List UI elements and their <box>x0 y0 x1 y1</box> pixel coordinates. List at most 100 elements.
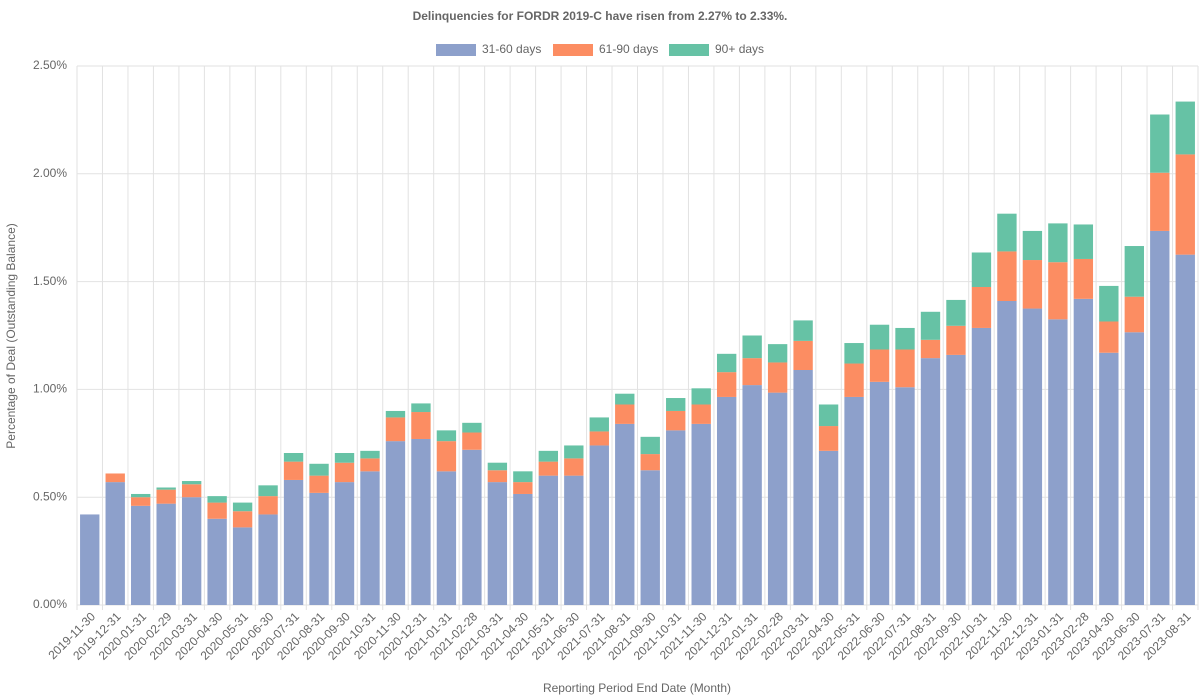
bar-segment <box>946 299 966 326</box>
bar-segment <box>131 493 151 498</box>
bar-segment <box>385 441 406 605</box>
y-tick-label: 2.50% <box>33 58 67 72</box>
bar-segment <box>895 387 915 605</box>
bar-segment <box>971 252 992 287</box>
bar-segment <box>80 514 100 605</box>
bar-segment <box>793 320 813 341</box>
bar-segment <box>309 492 329 605</box>
bar-segment <box>309 463 329 476</box>
bar-segment <box>895 327 915 350</box>
legend-swatch <box>553 44 593 56</box>
y-tick-label: 0.00% <box>33 597 67 611</box>
bar-segment <box>869 349 890 382</box>
bar-segment <box>1022 230 1043 261</box>
bar-segment <box>105 482 125 605</box>
bar-segment <box>1099 285 1119 322</box>
bar-segment <box>920 358 941 605</box>
bar-segment <box>997 251 1017 302</box>
bar-segment <box>971 286 992 328</box>
legend-swatch <box>669 44 709 56</box>
bar-segment <box>589 445 609 605</box>
chart-title: Delinquencies for FORDR 2019-C have rise… <box>413 9 788 23</box>
bar-segment <box>1073 298 1094 605</box>
bar-segment <box>513 471 533 483</box>
bar-segment <box>742 358 762 386</box>
bar-segment <box>232 527 253 605</box>
bar-segment <box>869 381 890 605</box>
bar-segment <box>334 453 355 463</box>
bar-segment <box>436 430 457 442</box>
bar-segment <box>716 372 737 397</box>
legend-label: 90+ days <box>715 42 764 56</box>
bar-segment <box>691 423 711 605</box>
bar-segment <box>564 475 584 605</box>
bar-segment <box>436 441 457 472</box>
x-axis-title: Reporting Period End Date (Month) <box>543 681 731 695</box>
bar-segment <box>181 484 202 498</box>
bar-segment <box>131 497 151 506</box>
bar-segment <box>793 340 813 370</box>
bar-segment <box>385 417 406 442</box>
bar-segment <box>487 462 508 471</box>
bar-segment <box>666 410 686 431</box>
bar-segment <box>997 301 1017 605</box>
bar-segment <box>564 445 584 459</box>
bar-segment <box>207 502 227 519</box>
bar-segment <box>131 505 151 605</box>
bar-segment <box>1048 262 1068 320</box>
y-tick-label: 0.50% <box>33 489 67 503</box>
bar-segment <box>946 354 966 605</box>
bar-segment <box>716 353 737 373</box>
bar-segment <box>640 454 660 471</box>
bar-segment <box>207 496 227 503</box>
bar-segment <box>640 436 660 455</box>
bar-segment <box>411 412 431 439</box>
bar-segment <box>1124 246 1144 297</box>
bar-segment <box>1150 172 1170 231</box>
bar-segment <box>793 369 813 605</box>
bar-segment <box>1150 230 1170 605</box>
bar-segment <box>920 311 941 340</box>
bar-segment <box>666 398 686 411</box>
bar-segment <box>1073 224 1094 259</box>
y-axis-title: Percentage of Deal (Outstanding Balance) <box>4 223 18 448</box>
bar-segment <box>615 423 635 605</box>
legend-label: 31-60 days <box>482 42 541 56</box>
bar-segment <box>538 475 559 605</box>
bar-segment <box>181 497 202 605</box>
bar-segment <box>1073 258 1094 299</box>
bar-segment <box>564 458 584 476</box>
bar-segment <box>360 471 380 605</box>
bar-segment <box>1124 296 1144 333</box>
bar-segment <box>538 461 559 476</box>
bar-segment <box>1175 154 1195 255</box>
bar-segment <box>360 450 380 459</box>
bar-segment <box>716 396 737 605</box>
bar-segment <box>1048 319 1068 605</box>
bar-segment <box>207 518 227 605</box>
bar-segment <box>487 482 508 605</box>
bar-segment <box>1150 114 1170 173</box>
bar-segment <box>1175 101 1195 155</box>
bar-segment <box>105 473 125 483</box>
legend-label: 61-90 days <box>599 42 658 56</box>
bar-segment <box>283 453 304 462</box>
bar-segment <box>666 430 686 605</box>
bar-segment <box>1022 308 1043 605</box>
y-tick-label: 1.00% <box>33 382 67 396</box>
bar-segment <box>767 362 788 393</box>
bar-segment <box>818 450 839 605</box>
bar-segment <box>818 426 839 451</box>
bar-segment <box>844 396 864 605</box>
legend-swatch <box>436 44 476 56</box>
bar-segment <box>1175 254 1195 605</box>
bar-segment <box>232 511 253 528</box>
bar-segment <box>181 481 202 485</box>
bar-segment <box>436 471 457 605</box>
bar-segment <box>844 363 864 397</box>
bar-segment <box>767 344 788 363</box>
bar-segment <box>615 393 635 405</box>
bar-segment <box>411 403 431 413</box>
bar-segment <box>411 438 431 605</box>
